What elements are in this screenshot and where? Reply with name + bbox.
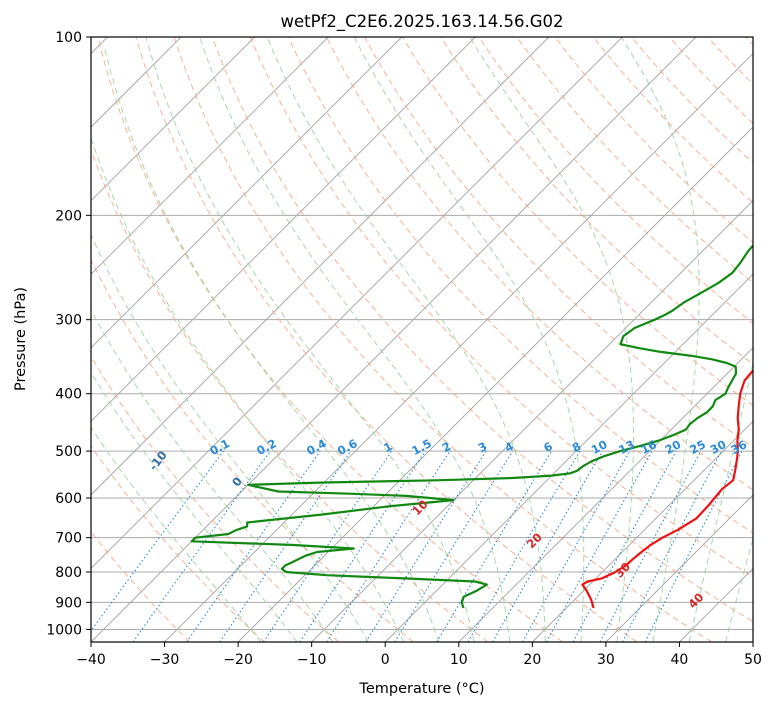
dry-adiabat-line — [91, 148, 489, 642]
mixing-ratio-line — [644, 450, 743, 642]
mixing-ratio-label: 36 — [729, 437, 750, 457]
isotherm-line — [91, 37, 476, 423]
moist-adiabat-line — [725, 536, 753, 642]
isotherm-line — [237, 126, 753, 642]
moist-adiabat-line — [353, 37, 585, 642]
moist-adiabat-line — [91, 426, 262, 642]
mixing-ratio-label: 25 — [687, 437, 708, 457]
y-tick-label: 1000 — [46, 622, 82, 638]
x-tick-label: 50 — [744, 652, 762, 668]
mixing-ratio-line — [522, 450, 631, 642]
dry-adiabat-line — [478, 37, 753, 324]
mixing-ratio-line — [186, 450, 321, 642]
dry-adiabat-line — [516, 37, 753, 284]
dry-adiabat-line — [97, 37, 563, 642]
mixing-ratio-line — [394, 450, 514, 642]
isotherm-line — [605, 494, 753, 642]
isotherm-line — [91, 37, 403, 349]
isotherm-line — [91, 37, 623, 570]
mixing-ratio-line — [326, 450, 451, 642]
x-tick-label: 40 — [671, 652, 689, 668]
x-tick-label: 0 — [381, 652, 390, 668]
x-tick-label: −20 — [223, 652, 253, 668]
x-tick-label: −40 — [76, 652, 106, 668]
x-tick-label: −10 — [297, 652, 327, 668]
y-tick-label: 700 — [55, 531, 82, 547]
mixing-ratio-line — [572, 450, 677, 642]
mixing-ratio-line — [263, 450, 392, 642]
moist-adiabat-line — [104, 49, 440, 642]
isotherm-line — [458, 347, 753, 642]
mixing-ratio-label: 13 — [616, 437, 637, 457]
moist-adiabat-line — [91, 371, 298, 642]
dry-adiabat-line — [91, 355, 340, 642]
x-tick-label: −30 — [150, 652, 180, 668]
dewpoint-line — [190, 243, 753, 609]
isotherm-line — [531, 420, 753, 642]
mixing-ratio-line — [91, 450, 224, 632]
isotherm-line — [384, 273, 753, 642]
x-tick-label: 10 — [450, 652, 468, 668]
dry-adiabat-line — [440, 37, 753, 365]
y-tick-label: 500 — [55, 444, 82, 460]
isotherm-line — [91, 37, 329, 275]
mixing-ratio-line — [219, 450, 352, 642]
chart-title: wetPf2_C2E6.2025.163.14.56.G02 — [280, 12, 563, 32]
mixing-ratio-line — [132, 450, 271, 642]
moist-adiabat-line — [266, 37, 546, 642]
dry-adiabat-line — [91, 258, 414, 642]
moist-adiabat-line — [688, 360, 753, 642]
x-tick-label: 20 — [523, 652, 541, 668]
mixing-ratio-line — [546, 450, 653, 642]
y-tick-label: 900 — [55, 595, 82, 611]
y-tick-label: 800 — [55, 565, 82, 581]
x-axis-label: Temperature (°C) — [358, 681, 484, 697]
x-tick-label: 30 — [597, 652, 615, 668]
temperature-line — [581, 368, 753, 609]
y-tick-label: 100 — [55, 30, 82, 46]
mixing-ratio-label: 16 — [638, 437, 659, 457]
dry-adiabat-line — [135, 37, 638, 642]
mixing-ratio-label: 30 — [708, 437, 729, 457]
dry-adiabat-line — [211, 37, 753, 623]
isotherm-line — [91, 37, 256, 202]
axes: −40 −30 −20 −10 0 10 20 30 40 50 1000 900 800 700 600 5… — [46, 30, 762, 668]
moist-adiabat-line — [620, 37, 700, 642]
mixing-ratio-label: 10 — [589, 437, 610, 457]
plot-frame — [90, 36, 754, 643]
dry-adiabat-line — [91, 445, 265, 642]
moist-adiabat-line — [469, 37, 634, 642]
moist-adiabat-line — [199, 37, 511, 642]
background-lines — [91, 37, 753, 642]
moist-adiabat-line — [91, 308, 334, 642]
profile-lines — [190, 243, 753, 609]
isotherm-line — [91, 37, 550, 496]
isotherm-line — [164, 52, 753, 642]
y-tick-label: 600 — [55, 491, 82, 507]
moist-adiabat-line — [91, 233, 369, 642]
y-tick-label: 300 — [55, 313, 82, 329]
y-tick-label: 400 — [55, 387, 82, 403]
y-tick-label: 200 — [55, 208, 82, 224]
moist-adiabat-line — [91, 136, 405, 642]
y-axis-label: Pressure (hPa) — [13, 287, 29, 391]
mixing-ratio-label: 20 — [663, 437, 684, 457]
